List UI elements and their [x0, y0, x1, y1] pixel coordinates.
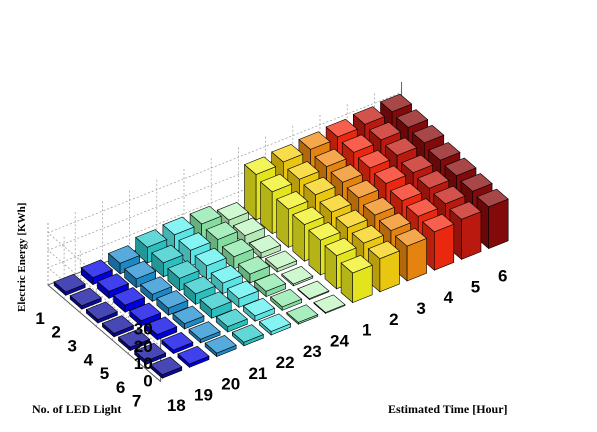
bar: [281, 265, 314, 287]
x-tick-label: 18: [167, 396, 186, 415]
z-axis-title: Electric Energy [KWh]: [16, 203, 28, 312]
y-axis-title: No. of LED Light: [32, 402, 121, 416]
bar: [129, 302, 162, 327]
x-tick-label: 1: [362, 321, 371, 340]
y-tick-label: 7: [132, 392, 141, 411]
bar: [172, 305, 205, 330]
bar: [253, 273, 287, 298]
y-tick-label: 5: [100, 364, 109, 383]
y-tick-label: 3: [68, 337, 77, 356]
bar: [237, 255, 271, 284]
bar: [313, 294, 346, 315]
bar: [265, 250, 298, 273]
bar: [194, 247, 227, 281]
bar: [145, 316, 178, 341]
bar: [117, 329, 151, 352]
bars: [53, 93, 509, 379]
bar: [204, 335, 237, 358]
bar: [394, 228, 428, 282]
bar: [258, 313, 292, 336]
bar: [85, 301, 118, 324]
grid-line-z: [47, 109, 402, 348]
y-tick-label: 1: [35, 309, 44, 328]
bar: [156, 290, 189, 316]
bar: [124, 260, 157, 289]
z-tick-label: 0: [143, 372, 152, 391]
y-tick-label: 4: [84, 350, 94, 369]
x-tick-label: 6: [498, 267, 507, 286]
x-tick-label: 4: [444, 288, 454, 307]
bar: [96, 273, 130, 300]
x-tick-label: 22: [276, 353, 295, 372]
bar: [150, 356, 183, 379]
bar: [422, 213, 455, 271]
bar: [449, 201, 482, 261]
bar: [80, 259, 113, 286]
y-tick-label: 6: [116, 378, 125, 397]
bar: [134, 342, 167, 366]
bar: [53, 273, 86, 297]
bar: [248, 234, 282, 259]
bar: [188, 321, 221, 344]
bar: [340, 254, 373, 304]
bar: [476, 188, 509, 250]
x-tick-label: 2: [389, 310, 398, 329]
x-axis-title: Estimated Time [Hour]: [388, 402, 508, 416]
z-tick-label: 20: [134, 337, 153, 356]
x-tick-label: 24: [330, 331, 349, 350]
bar: [140, 276, 173, 303]
bar: [297, 280, 330, 301]
x-tick-label: 21: [248, 364, 267, 383]
x-tick-label: 19: [194, 385, 213, 404]
z-tick-label: 10: [134, 354, 153, 373]
x-tick-label: 5: [471, 277, 480, 296]
bar: [69, 287, 102, 310]
bar: [177, 345, 210, 369]
bar: [270, 288, 303, 312]
bar: [101, 315, 135, 338]
bar: [161, 332, 194, 355]
bar: [231, 324, 264, 347]
bar: [199, 291, 232, 319]
z-tick-label: 30: [134, 319, 153, 338]
bar: [242, 297, 276, 322]
bar: [226, 280, 259, 309]
bar: [112, 287, 146, 313]
x-tick-label: 23: [303, 342, 322, 361]
bar: [286, 304, 319, 325]
x-tick-label: 20: [221, 375, 240, 394]
bar: [367, 240, 400, 293]
x-tick-label: 3: [416, 299, 425, 318]
y-tick-label: 2: [51, 323, 60, 342]
bar: [215, 308, 248, 333]
